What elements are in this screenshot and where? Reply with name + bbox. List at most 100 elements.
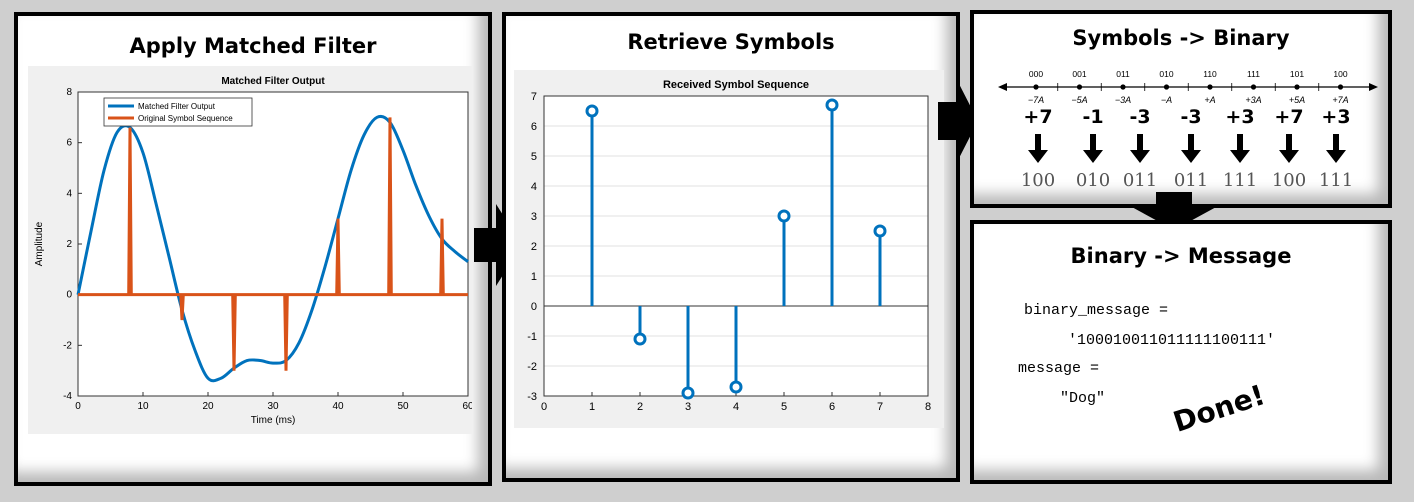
constellation-point — [1120, 84, 1126, 90]
gray-code-label: 001 — [1072, 69, 1086, 79]
gray-code-label: 110 — [1203, 69, 1217, 79]
y-tick-label: 1 — [531, 271, 537, 283]
y-tick-label: 5 — [531, 151, 537, 163]
x-tick-label: 8 — [925, 401, 931, 413]
y-tick-label: -3 — [527, 391, 537, 403]
arrow-down-icon — [1083, 134, 1103, 163]
code-line-binary-value: '100010011011111100111' — [1068, 332, 1276, 349]
amplitude-level-label: −3A — [1115, 95, 1131, 105]
x-tick-label: 6 — [829, 401, 835, 413]
arrow-right-icon — [1369, 83, 1378, 91]
panel-title: Apply Matched Filter — [129, 34, 377, 58]
symbol-mapping: +7 100 -1 010 -3 011 -3 011 +3 111 +7 100 +3 111 — [998, 106, 1368, 196]
stem-marker — [777, 209, 791, 223]
binary-to-message-panel: Binary -> Message binary_message = '1000… — [970, 220, 1392, 484]
amplitude-level-label: +5A — [1289, 95, 1305, 105]
symbol-value: +7 — [1023, 106, 1053, 128]
y-tick-label: 0 — [66, 290, 72, 301]
constellation-point — [1076, 84, 1083, 90]
binary-code: 111 — [1222, 170, 1258, 191]
y-tick-label: 2 — [531, 241, 537, 253]
panel-title: Retrieve Symbols — [627, 30, 835, 54]
panel-title: Binary -> Message — [1070, 244, 1292, 268]
x-tick-label: 7 — [877, 401, 883, 413]
symbol-value: -3 — [1129, 106, 1151, 128]
y-tick-label: 8 — [66, 87, 72, 98]
constellation-point — [1033, 84, 1039, 90]
x-tick-label: 30 — [267, 401, 279, 412]
arrow-down-icon — [1279, 134, 1299, 163]
arrow-down-icon — [1181, 134, 1201, 163]
done-label: Done! — [1169, 378, 1269, 439]
x-tick-label: 10 — [137, 401, 149, 412]
symbol-value: +3 — [1225, 106, 1255, 128]
stem-marker — [729, 380, 743, 394]
chart-title: Received Symbol Sequence — [663, 79, 809, 91]
symbol-value: +3 — [1321, 106, 1351, 128]
retrieve-symbols-panel: Retrieve Symbols Received Symbol Sequenc… — [502, 12, 960, 482]
y-tick-label: 6 — [66, 138, 72, 149]
stem-marker — [825, 98, 839, 112]
arrow-right-icon — [938, 78, 978, 164]
matched-filter-output-line — [76, 114, 469, 383]
y-tick-label: -2 — [63, 340, 72, 351]
y-axis-label: Amplitude — [34, 221, 45, 266]
y-tick-label: 0 — [531, 301, 537, 313]
binary-code: 011 — [1173, 170, 1209, 191]
arrow-down-icon — [1130, 192, 1218, 230]
code-line-binary-label: binary_message = — [1024, 302, 1169, 319]
x-tick-label: 20 — [202, 401, 214, 412]
legend-label: Matched Filter Output — [138, 102, 216, 111]
y-tick-label: -1 — [527, 331, 537, 343]
y-tick-label: 2 — [66, 239, 72, 250]
gray-code-label: 100 — [1333, 69, 1347, 79]
binary-code: 100 — [1020, 170, 1056, 191]
legend-box — [103, 97, 253, 127]
y-tick-label: -2 — [527, 361, 537, 373]
matched-filter-panel: Apply Matched Filter Matched Filter Outp… — [14, 12, 492, 486]
plot-frame — [77, 91, 469, 397]
gray-code-label: 010 — [1159, 69, 1173, 79]
y-tick-label: 3 — [531, 211, 537, 223]
x-tick-label: 50 — [397, 401, 409, 412]
symbol-value: +7 — [1274, 106, 1304, 128]
stem-marker — [585, 104, 599, 118]
symbols-to-binary-panel: Symbols -> Binary 000 −7A 001 −5A 011 −3A 010 −… — [970, 10, 1392, 208]
y-tick-label: 6 — [531, 121, 537, 133]
constellation-point — [1250, 84, 1257, 90]
y-tick-label: 4 — [531, 181, 537, 193]
x-axis-label: Time (ms) — [251, 415, 296, 426]
symbol-value: -1 — [1082, 106, 1104, 128]
arrow-down-icon — [1230, 134, 1250, 163]
x-tick-label: 5 — [781, 401, 787, 413]
binary-code: 111 — [1318, 170, 1354, 191]
x-tick-label: 4 — [733, 401, 739, 413]
chart-title: Matched Filter Output — [221, 76, 325, 87]
arrow-right-icon — [474, 204, 522, 286]
gray-code-label: 111 — [1247, 69, 1260, 79]
stem-marker — [681, 386, 695, 400]
y-tick-label: -4 — [63, 391, 72, 402]
gray-code-label: 000 — [1029, 69, 1043, 79]
binary-code: 011 — [1122, 170, 1158, 191]
plot-frame — [543, 95, 929, 397]
constellation-point — [1207, 84, 1213, 90]
binary-code: 100 — [1271, 170, 1307, 191]
code-line-message-value: "Dog" — [1060, 390, 1106, 407]
binary-code: 010 — [1075, 170, 1111, 191]
x-tick-label: 0 — [75, 401, 81, 412]
x-tick-label: 0 — [541, 401, 547, 413]
constellation-point — [1337, 84, 1344, 90]
amplitude-level-label: +A — [1204, 95, 1215, 105]
matched-filter-chart: Matched Filter Output 0 10 20 30 40 50 60 -4 -2 0 2… — [28, 66, 472, 434]
stem-marker — [633, 332, 647, 346]
arrow-down-icon — [1326, 134, 1346, 163]
x-tick-label: 40 — [332, 401, 344, 412]
amplitude-level-label: −5A — [1071, 95, 1087, 105]
gray-code-label: 101 — [1290, 69, 1304, 79]
amplitude-level-label: −7A — [1028, 95, 1044, 105]
y-tick-label: 4 — [66, 188, 72, 199]
x-tick-label: 2 — [637, 401, 643, 413]
gray-code-label: 011 — [1116, 69, 1130, 79]
amplitude-level-label: −A — [1161, 95, 1172, 105]
